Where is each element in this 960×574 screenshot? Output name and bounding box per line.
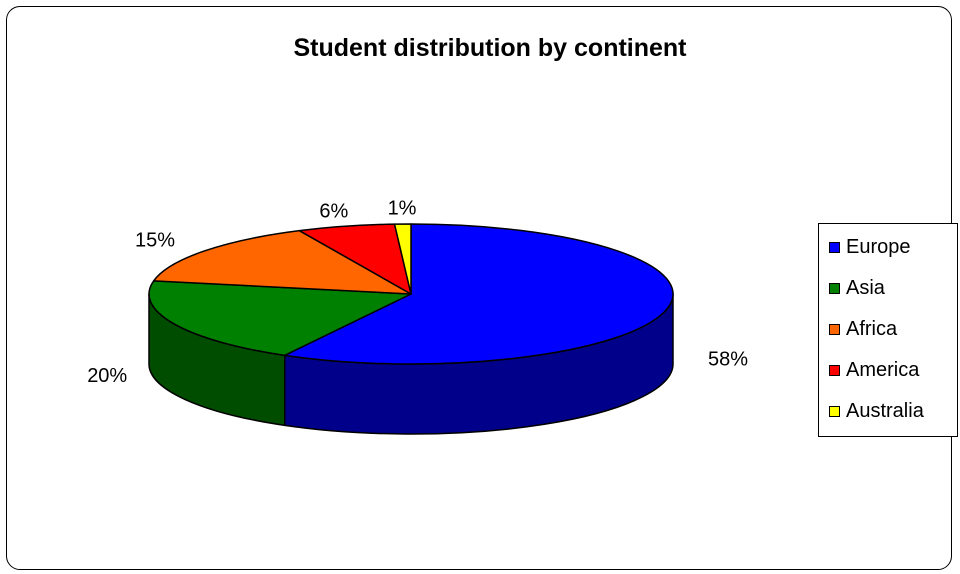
legend-label: Australia bbox=[846, 399, 924, 422]
legend-item-asia: Asia bbox=[829, 275, 885, 301]
data-label-europe: 58% bbox=[708, 348, 748, 370]
legend-item-europe: Europe bbox=[829, 234, 911, 260]
legend-item-america: America bbox=[829, 357, 919, 383]
legend-label: Africa bbox=[846, 317, 898, 340]
data-label-australia: 1% bbox=[388, 198, 417, 220]
pie-slice-australia bbox=[393, 223, 412, 295]
legend-swatch bbox=[829, 364, 840, 376]
data-label-asia: 20% bbox=[87, 365, 127, 387]
legend-swatch bbox=[829, 323, 840, 335]
chart-title: Student distribution by continent bbox=[293, 34, 687, 62]
legend-label: Asia bbox=[846, 276, 885, 299]
legend: Europe Asia Africa America Australia bbox=[818, 223, 958, 437]
legend-label: America bbox=[846, 358, 920, 381]
pie-slice-africa bbox=[152, 229, 412, 295]
legend-item-australia: Australia bbox=[829, 398, 924, 424]
data-label-africa: 15% bbox=[135, 229, 175, 251]
legend-swatch bbox=[829, 241, 840, 253]
legend-swatch bbox=[829, 282, 840, 294]
legend-item-africa: Africa bbox=[829, 316, 897, 342]
data-label-america: 6% bbox=[319, 201, 348, 223]
legend-label: Europe bbox=[846, 235, 911, 258]
pie-slice-asia bbox=[148, 280, 412, 357]
legend-swatch bbox=[829, 405, 840, 417]
pie-slice-europe bbox=[284, 223, 674, 365]
